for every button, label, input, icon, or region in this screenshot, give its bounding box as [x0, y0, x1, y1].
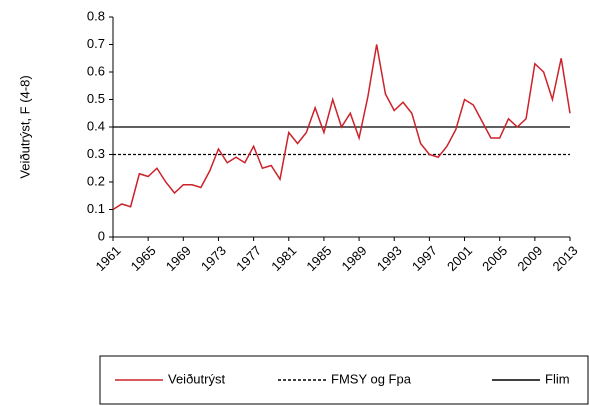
legend-box — [99, 355, 589, 405]
y-tick-label: 0.6 — [87, 63, 105, 78]
y-tick-label: 0.2 — [87, 173, 105, 188]
y-tick-label: 0.5 — [87, 91, 105, 106]
data-line — [112, 44, 571, 211]
legend-label: Veiðutrýst — [168, 371, 225, 386]
x-tick-label: 1973 — [198, 243, 229, 274]
x-tick-label: 1993 — [374, 243, 405, 274]
y-tick-label: 0 — [98, 228, 105, 243]
x-tick-label: 1969 — [163, 243, 194, 274]
x-tick-label: 1981 — [268, 243, 299, 274]
x-tick-label: 2005 — [479, 243, 510, 274]
x-tick-label: 2013 — [549, 243, 580, 274]
y-tick-label: 0.4 — [87, 118, 105, 133]
y-tick-label: 0.8 — [87, 8, 105, 23]
legend-label: FMSY og Fpa — [331, 371, 412, 386]
x-tick-label: 2009 — [514, 243, 545, 274]
x-tick-label: 1989 — [339, 243, 370, 274]
x-tick-label: 2001 — [444, 243, 475, 274]
y-axis-label: Veiðutrýst, F (4-8) — [17, 75, 32, 178]
x-tick-label: 1977 — [233, 243, 264, 274]
x-tick-label: 1965 — [128, 243, 159, 274]
y-tick-label: 0.1 — [87, 201, 105, 216]
x-tick-label: 1961 — [92, 243, 123, 274]
x-tick-label: 1985 — [303, 243, 334, 274]
y-tick-label: 0.3 — [87, 146, 105, 161]
legend-label: Flim — [545, 371, 570, 386]
x-tick-label: 1997 — [409, 243, 440, 274]
y-tick-label: 0.7 — [87, 36, 105, 51]
